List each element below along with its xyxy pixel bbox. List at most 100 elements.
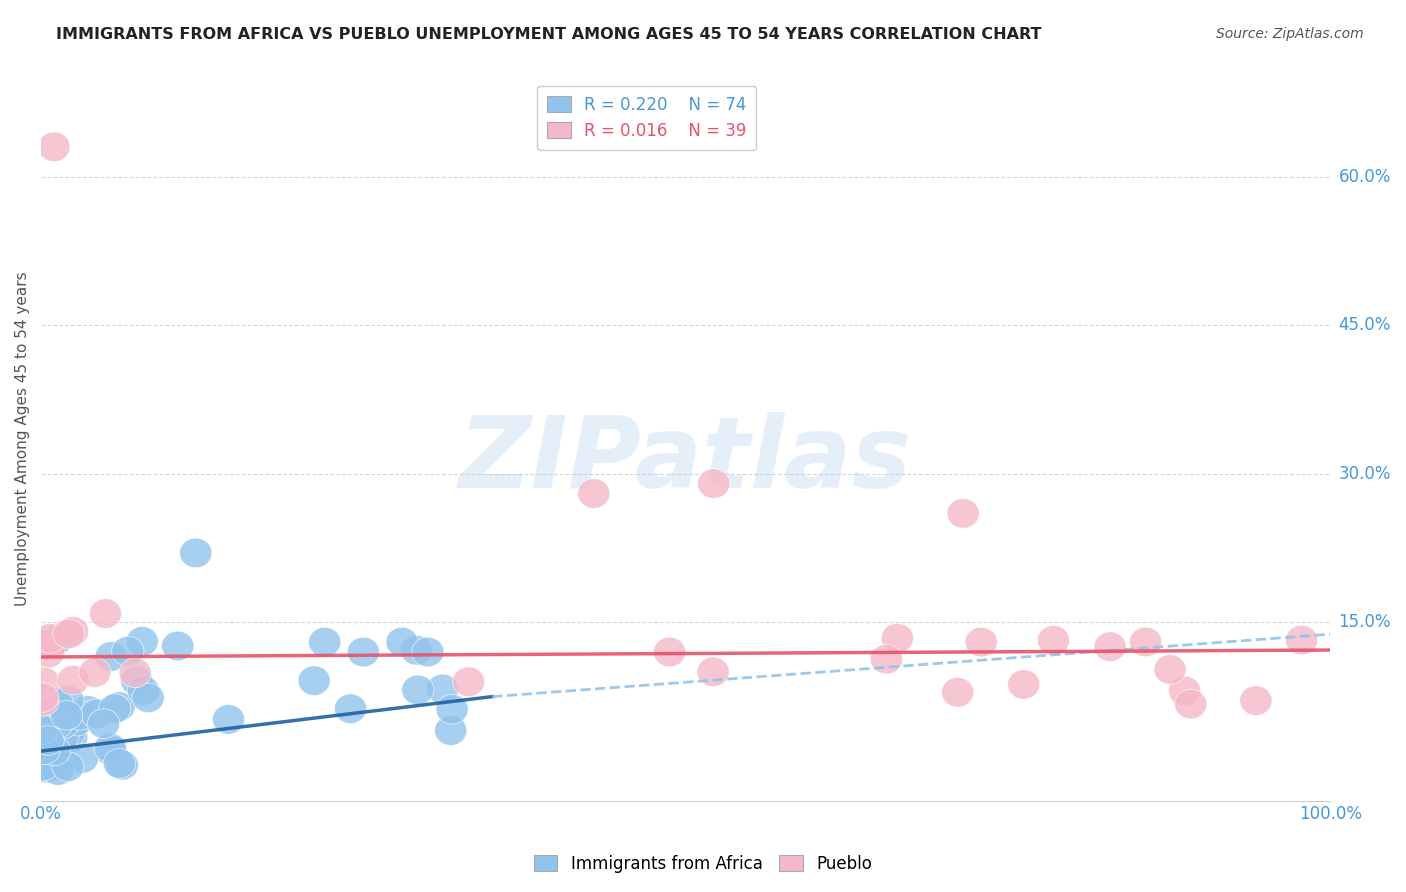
Ellipse shape: [965, 627, 997, 657]
Ellipse shape: [46, 698, 79, 728]
Ellipse shape: [103, 748, 135, 778]
Ellipse shape: [1008, 670, 1040, 699]
Ellipse shape: [46, 704, 79, 733]
Text: ZIPatlas: ZIPatlas: [460, 412, 912, 509]
Ellipse shape: [180, 538, 212, 568]
Ellipse shape: [412, 637, 444, 667]
Ellipse shape: [27, 706, 59, 736]
Ellipse shape: [98, 694, 131, 723]
Ellipse shape: [38, 132, 70, 161]
Ellipse shape: [948, 499, 979, 528]
Ellipse shape: [1038, 625, 1070, 655]
Ellipse shape: [28, 735, 60, 764]
Ellipse shape: [107, 750, 139, 780]
Ellipse shape: [38, 733, 70, 763]
Ellipse shape: [308, 627, 340, 657]
Ellipse shape: [96, 641, 128, 672]
Ellipse shape: [51, 700, 83, 731]
Ellipse shape: [72, 696, 104, 725]
Ellipse shape: [52, 619, 84, 648]
Ellipse shape: [25, 697, 58, 726]
Ellipse shape: [30, 731, 62, 761]
Ellipse shape: [434, 715, 467, 746]
Ellipse shape: [42, 756, 75, 785]
Ellipse shape: [63, 700, 96, 731]
Ellipse shape: [32, 638, 65, 668]
Ellipse shape: [35, 751, 67, 780]
Ellipse shape: [347, 637, 380, 667]
Ellipse shape: [42, 624, 73, 654]
Ellipse shape: [52, 752, 84, 781]
Ellipse shape: [882, 624, 914, 653]
Ellipse shape: [654, 637, 686, 667]
Ellipse shape: [162, 632, 194, 661]
Text: 60.0%: 60.0%: [1339, 168, 1391, 186]
Ellipse shape: [28, 667, 60, 697]
Ellipse shape: [111, 636, 143, 666]
Ellipse shape: [58, 665, 90, 695]
Ellipse shape: [41, 709, 73, 739]
Ellipse shape: [38, 736, 70, 765]
Ellipse shape: [56, 723, 87, 752]
Ellipse shape: [385, 627, 418, 657]
Text: IMMIGRANTS FROM AFRICA VS PUEBLO UNEMPLOYMENT AMONG AGES 45 TO 54 YEARS CORRELAT: IMMIGRANTS FROM AFRICA VS PUEBLO UNEMPLO…: [56, 27, 1042, 42]
Ellipse shape: [1285, 625, 1317, 655]
Ellipse shape: [28, 630, 60, 659]
Ellipse shape: [37, 714, 67, 743]
Ellipse shape: [30, 706, 62, 736]
Ellipse shape: [90, 599, 121, 628]
Ellipse shape: [53, 717, 86, 747]
Ellipse shape: [1129, 627, 1161, 657]
Ellipse shape: [41, 688, 73, 717]
Ellipse shape: [436, 695, 468, 724]
Ellipse shape: [578, 479, 610, 508]
Ellipse shape: [34, 739, 66, 768]
Ellipse shape: [34, 624, 66, 653]
Ellipse shape: [212, 705, 245, 734]
Ellipse shape: [32, 705, 65, 734]
Text: 45.0%: 45.0%: [1339, 316, 1391, 334]
Ellipse shape: [46, 709, 79, 739]
Ellipse shape: [46, 721, 79, 751]
Ellipse shape: [870, 644, 903, 674]
Ellipse shape: [127, 626, 159, 657]
Ellipse shape: [27, 735, 59, 764]
Ellipse shape: [46, 721, 79, 750]
Ellipse shape: [94, 736, 127, 765]
Ellipse shape: [103, 692, 135, 722]
Ellipse shape: [120, 658, 152, 688]
Ellipse shape: [27, 751, 59, 781]
Ellipse shape: [80, 699, 112, 729]
Ellipse shape: [94, 733, 127, 763]
Ellipse shape: [25, 715, 58, 745]
Ellipse shape: [27, 687, 59, 716]
Text: 15.0%: 15.0%: [1339, 614, 1391, 632]
Ellipse shape: [30, 735, 62, 764]
Ellipse shape: [42, 703, 75, 732]
Text: Source: ZipAtlas.com: Source: ZipAtlas.com: [1216, 27, 1364, 41]
Ellipse shape: [27, 682, 59, 713]
Ellipse shape: [132, 683, 165, 713]
Ellipse shape: [30, 744, 60, 774]
Legend: Immigrants from Africa, Pueblo: Immigrants from Africa, Pueblo: [527, 848, 879, 880]
Ellipse shape: [426, 674, 458, 704]
Ellipse shape: [453, 667, 485, 697]
Ellipse shape: [335, 694, 367, 723]
Ellipse shape: [27, 631, 59, 660]
Ellipse shape: [1240, 686, 1272, 715]
Ellipse shape: [60, 706, 93, 736]
Ellipse shape: [87, 709, 120, 739]
Ellipse shape: [28, 747, 60, 777]
Ellipse shape: [30, 743, 62, 773]
Ellipse shape: [1094, 632, 1126, 662]
Legend: R = 0.220    N = 74, R = 0.016    N = 39: R = 0.220 N = 74, R = 0.016 N = 39: [537, 86, 756, 150]
Ellipse shape: [39, 692, 72, 723]
Ellipse shape: [30, 694, 60, 723]
Ellipse shape: [1174, 690, 1206, 719]
Ellipse shape: [56, 616, 89, 646]
Ellipse shape: [128, 676, 159, 706]
Ellipse shape: [121, 666, 153, 696]
Ellipse shape: [52, 685, 84, 715]
Ellipse shape: [31, 753, 63, 783]
Ellipse shape: [32, 726, 65, 756]
